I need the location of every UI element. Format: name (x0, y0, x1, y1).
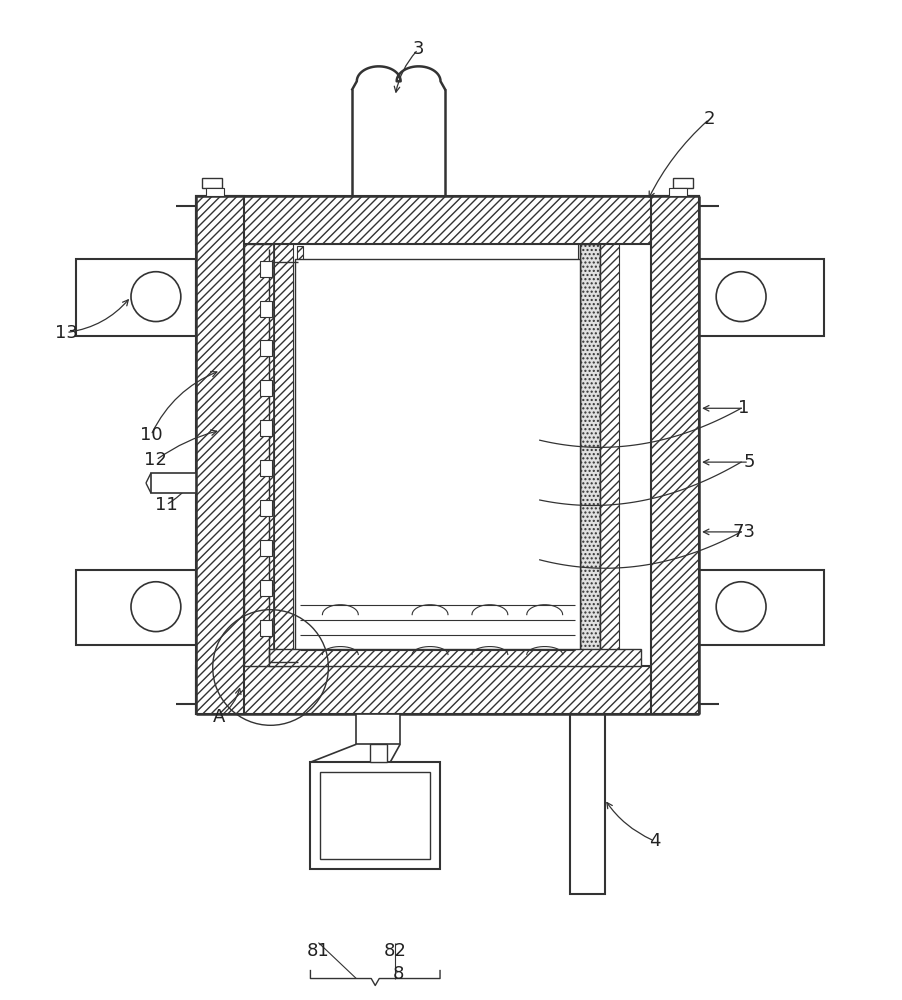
Bar (650, 196, 698, 714)
Text: 4: 4 (648, 832, 659, 850)
Text: 82: 82 (383, 942, 406, 960)
Text: 10: 10 (140, 426, 162, 444)
Bar (569, 714, 603, 894)
Bar (273, 244, 293, 666)
Bar (268, 649, 640, 666)
Text: 81: 81 (307, 942, 329, 960)
Bar (206, 188, 224, 196)
Bar (259, 380, 272, 396)
Bar (668, 188, 686, 196)
Bar (244, 244, 650, 666)
Text: 73: 73 (732, 523, 755, 541)
Bar (259, 420, 272, 436)
Bar (259, 540, 272, 556)
Bar (196, 196, 698, 244)
Bar (76, 570, 196, 645)
Text: 11: 11 (154, 496, 177, 514)
Bar (259, 340, 272, 356)
Text: 8: 8 (392, 965, 403, 983)
Bar (275, 244, 577, 657)
Bar (259, 580, 272, 596)
Bar (201, 178, 222, 188)
Text: A: A (212, 708, 225, 726)
Bar (698, 259, 823, 336)
Bar (356, 714, 400, 744)
Bar (698, 570, 823, 645)
Bar (244, 244, 273, 666)
Bar (196, 666, 698, 714)
Bar (673, 178, 693, 188)
Bar (196, 196, 244, 714)
Bar (259, 460, 272, 476)
Bar (599, 244, 619, 666)
Bar (151, 473, 196, 493)
Text: 1: 1 (738, 399, 749, 417)
Bar (259, 500, 272, 516)
Bar (370, 744, 387, 762)
Text: 3: 3 (412, 40, 423, 58)
Bar (259, 261, 272, 277)
Bar (579, 244, 599, 666)
Text: 12: 12 (144, 451, 167, 469)
Bar (259, 620, 272, 636)
Text: 13: 13 (55, 324, 78, 342)
Text: 5: 5 (742, 453, 754, 471)
Bar (76, 259, 196, 336)
Bar (297, 246, 303, 663)
Bar (310, 762, 439, 869)
Text: 2: 2 (703, 110, 714, 128)
Bar (295, 259, 579, 660)
Bar (259, 301, 272, 317)
Bar (320, 772, 429, 859)
